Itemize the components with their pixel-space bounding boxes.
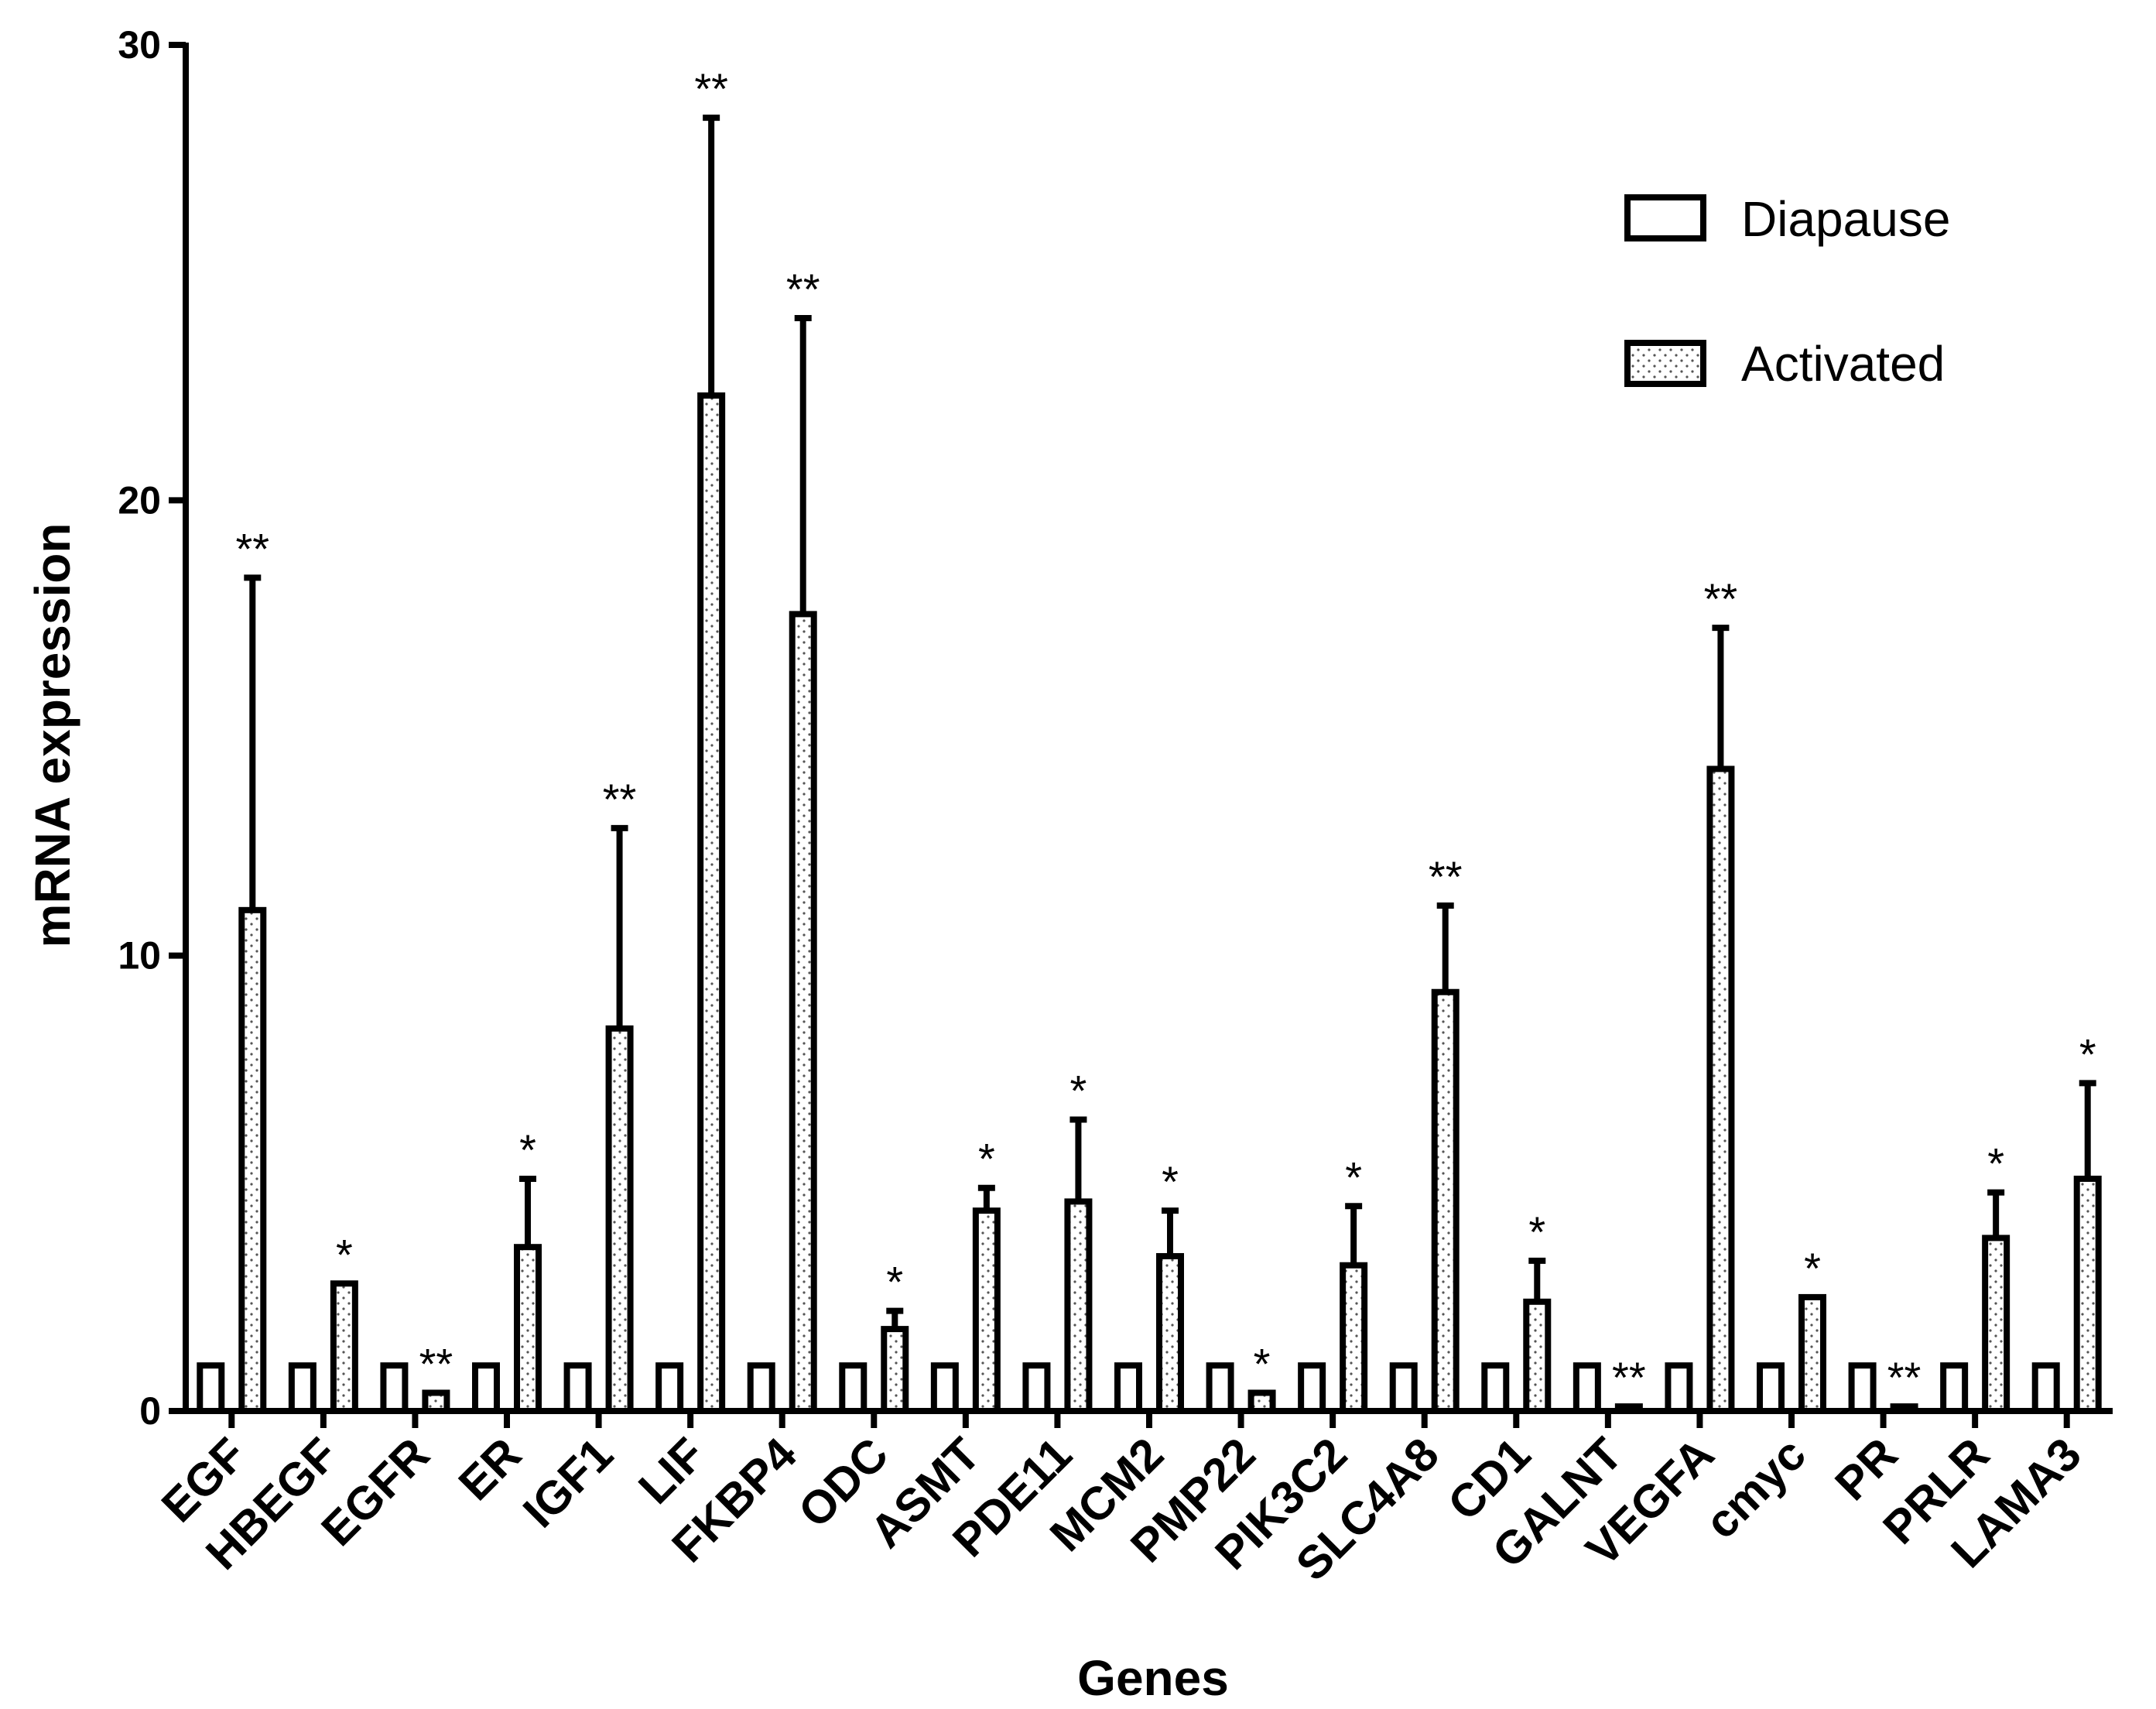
legend-swatch-activated: [1624, 340, 1706, 387]
bar-activated-cmyc: [1798, 1293, 1826, 1414]
significance-ODC: *: [886, 1258, 903, 1307]
bar-diapause-PRLR: [1940, 1362, 1969, 1414]
legend: Diapause Activated: [1624, 191, 1950, 392]
bar-activated-MCM2: [1156, 1252, 1184, 1415]
bar-activated-PRLR: [1982, 1235, 2011, 1415]
bar-activated-PR: [1890, 1403, 1918, 1415]
bar-diapause-SLC4A8: [1389, 1362, 1418, 1414]
bar-diapause-FKBP4: [747, 1362, 775, 1414]
bar-diapause-PR: [1848, 1362, 1877, 1414]
bar-activated-IGF1: [605, 1025, 634, 1415]
bar-activated-FKBP4: [789, 611, 817, 1415]
bar-activated-EGF: [238, 906, 267, 1415]
bar-activated-PDE11: [1064, 1198, 1093, 1415]
significance-cmyc: *: [1804, 1244, 1821, 1293]
y-tick-label: 30: [118, 23, 161, 67]
bar-activated-ODC: [881, 1326, 909, 1414]
bar-diapause-ER: [472, 1362, 500, 1414]
significance-PMP22: *: [1254, 1339, 1271, 1388]
significance-LAMA3: *: [2079, 1029, 2096, 1078]
legend-label-activated: Activated: [1741, 336, 1945, 392]
x-axis-title: Genes: [1077, 1650, 1229, 1706]
bar-diapause-cmyc: [1757, 1362, 1785, 1414]
significance-CD1: *: [1528, 1207, 1545, 1256]
significance-PR: **: [1887, 1353, 1922, 1402]
bar-activated-PMP22: [1247, 1389, 1276, 1415]
significance-ER: *: [519, 1125, 536, 1174]
significance-VEGFA: **: [1704, 574, 1738, 623]
bar-diapause-EGFR: [380, 1362, 409, 1414]
y-tick-label: 10: [118, 934, 161, 978]
y-ticks: 0 10 20 30: [118, 23, 186, 1433]
significance-HBEGF: *: [336, 1230, 353, 1279]
significance-EGF: **: [235, 524, 269, 573]
significance-GALNT: **: [1612, 1353, 1646, 1402]
bar-activated-ER: [514, 1244, 542, 1414]
bar-activated-LIF: [697, 392, 726, 1414]
significance-PRLR: *: [1987, 1139, 2004, 1188]
bar-diapause-VEGFA: [1665, 1362, 1693, 1414]
y-tick-label: 0: [139, 1389, 161, 1433]
bar-diapause-PMP22: [1206, 1362, 1234, 1414]
bar-diapause-GALNT: [1573, 1362, 1601, 1414]
bar-diapause-LIF: [655, 1362, 684, 1414]
x-tick-label-IGF1: IGF1: [513, 1428, 623, 1538]
bar-activated-CD1: [1523, 1298, 1552, 1415]
bar-activated-SLC4A8: [1431, 988, 1460, 1414]
bar-diapause-IGF1: [563, 1362, 592, 1414]
bar-activated-LAMA3: [2073, 1175, 2102, 1414]
significance-PDE11: *: [1070, 1066, 1087, 1115]
significance-ASMT: *: [978, 1135, 995, 1183]
bar-diapause-EGF: [197, 1362, 225, 1414]
significance-EGFR: **: [419, 1339, 453, 1388]
bar-activated-VEGFA: [1706, 765, 1735, 1414]
axes: [183, 43, 2113, 1414]
bar-diapause-CD1: [1481, 1362, 1510, 1414]
bar-diapause-LAMA3: [2031, 1362, 2060, 1414]
y-axis-title: mRNA expression: [25, 523, 80, 948]
significance-FKBP4: **: [786, 265, 820, 313]
x-tick-label-EGFR: EGFR: [311, 1428, 439, 1556]
bar-activated-EGFR: [422, 1389, 450, 1415]
bar-diapause-PIK3C2: [1298, 1362, 1326, 1414]
bar-diapause-ODC: [839, 1362, 868, 1414]
legend-label-diapause: Diapause: [1741, 191, 1950, 247]
significance-PIK3C2: *: [1345, 1152, 1362, 1201]
significance-LIF: **: [694, 64, 728, 113]
bar-diapause-PDE11: [1022, 1362, 1051, 1414]
significance-SLC4A8: **: [1429, 852, 1463, 901]
bar-activated-GALNT: [1614, 1403, 1643, 1415]
significance-MCM2: *: [1162, 1157, 1179, 1206]
bar-activated-PIK3C2: [1340, 1262, 1368, 1414]
bars: ******************************: [197, 64, 2102, 1428]
bar-activated-ASMT: [972, 1207, 1001, 1414]
bar-diapause-MCM2: [1114, 1362, 1142, 1414]
y-tick-label: 20: [118, 478, 161, 522]
bar-diapause-HBEGF: [288, 1362, 317, 1414]
bar-activated-HBEGF: [330, 1280, 358, 1415]
significance-IGF1: **: [603, 775, 637, 824]
legend-swatch-diapause: [1624, 194, 1706, 241]
bar-diapause-ASMT: [930, 1362, 959, 1414]
x-tick-label-cmyc: cmyc: [1695, 1428, 1815, 1549]
